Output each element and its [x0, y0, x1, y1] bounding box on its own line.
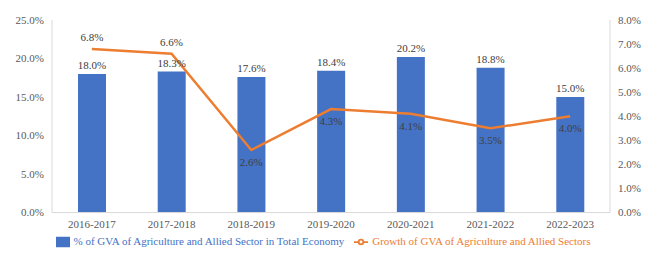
svg-text:15.0%: 15.0% [16, 91, 44, 103]
svg-text:6.0%: 6.0% [618, 62, 641, 74]
svg-text:8.0%: 8.0% [618, 14, 641, 26]
svg-text:4.3%: 4.3% [320, 115, 343, 127]
svg-text:0.0%: 0.0% [21, 206, 44, 218]
svg-text:4.0%: 4.0% [618, 110, 641, 122]
svg-text:15.0%: 15.0% [556, 82, 584, 94]
svg-text:3.5%: 3.5% [479, 134, 502, 146]
svg-text:2.6%: 2.6% [240, 156, 263, 168]
svg-text:0.0%: 0.0% [618, 206, 641, 218]
svg-text:7.0%: 7.0% [618, 38, 641, 50]
html-text:Growth of GVA of Agriculture a: Growth of GVA of Agriculture and Allied … [372, 234, 591, 247]
svg-text:2.0%: 2.0% [618, 158, 641, 170]
svg-text:2017-2018: 2017-2018 [148, 218, 196, 230]
svg-text:18.0%: 18.0% [78, 59, 106, 71]
svg-text:3.0%: 3.0% [618, 134, 641, 146]
svg-text:18.8%: 18.8% [476, 53, 504, 65]
svg-text:2018-2019: 2018-2019 [227, 218, 275, 230]
svg-text:2022-2023: 2022-2023 [546, 218, 594, 230]
svg-text:17.6%: 17.6% [237, 62, 265, 74]
svg-text:2019-2020: 2019-2020 [307, 218, 355, 230]
html-text:% of GVA of Agriculture and Al: % of GVA of Agriculture and Allied Secto… [73, 234, 345, 247]
svg-text:20.2%: 20.2% [397, 42, 425, 54]
svg-text:2021-2022: 2021-2022 [467, 218, 515, 230]
svg-text:2020-2021: 2020-2021 [387, 218, 435, 230]
svg-text:4.1%: 4.1% [399, 120, 422, 132]
svg-text:20.0%: 20.0% [16, 52, 44, 64]
svg-text:6.8%: 6.8% [80, 31, 103, 43]
svg-text:2016-2017: 2016-2017 [68, 218, 116, 230]
svg-text:10.0%: 10.0% [16, 129, 44, 141]
svg-text:5.0%: 5.0% [21, 168, 44, 180]
svg-text:5.0%: 5.0% [618, 86, 641, 98]
svg-text:4.0%: 4.0% [559, 122, 582, 134]
svg-text:6.6%: 6.6% [160, 36, 183, 48]
svg-text:18.4%: 18.4% [317, 56, 345, 68]
svg-text:18.3%: 18.3% [158, 57, 186, 69]
svg-text:25.0%: 25.0% [16, 14, 44, 26]
svg-text:1.0%: 1.0% [618, 182, 641, 194]
